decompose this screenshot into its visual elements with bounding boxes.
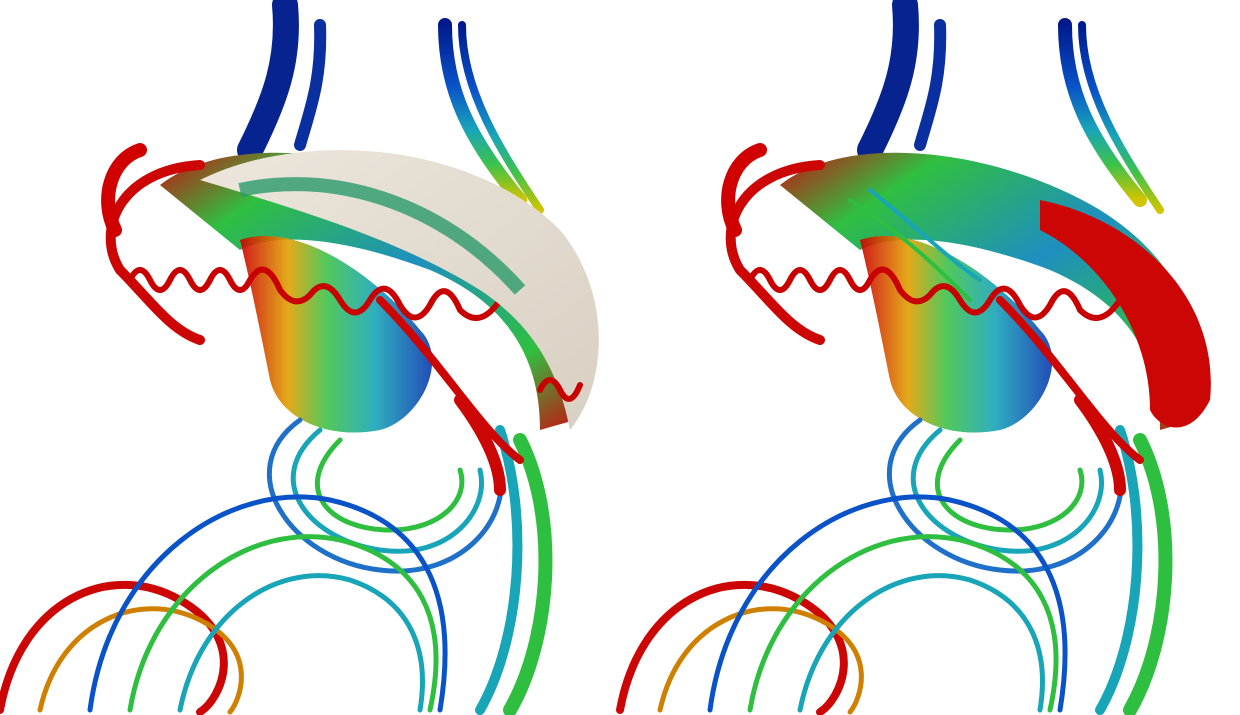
right-panel [620, 5, 1211, 712]
left-panel [0, 5, 599, 712]
page [0, 0, 1240, 715]
visualization [0, 0, 1240, 715]
